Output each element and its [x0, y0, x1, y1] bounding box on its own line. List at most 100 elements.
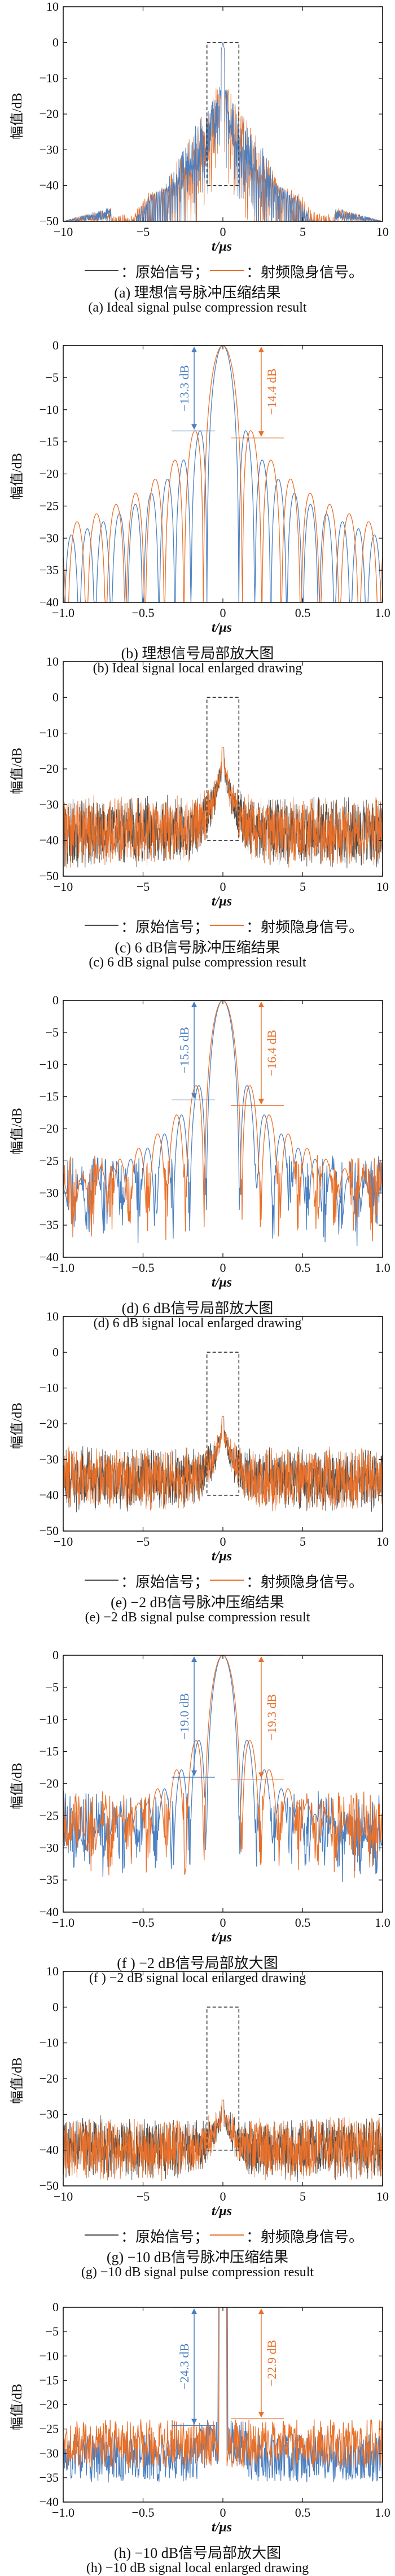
legend: ：原始信号； ：射频隐身信号。 — [0, 2225, 395, 2245]
chart-panel-b: −13.3 dB −14.4 dB −1.0 −0.5 0 0.5 1.0 0 −5 −10 −15… — [0, 339, 395, 676]
x-axis-label: t/μs — [212, 1275, 232, 1290]
x-tick-label: 1.0 — [375, 606, 390, 620]
zoom-box — [206, 42, 240, 186]
y-tick-label: −25 — [40, 1153, 59, 1167]
legend-label-original: ：原始信号； — [121, 264, 209, 281]
y-tick-label: −50 — [40, 1524, 59, 1538]
legend-label-original: ：原始信号； — [121, 2229, 209, 2245]
x-axis-label: t/μs — [212, 1930, 232, 1945]
x-tick-label: 10 — [376, 1534, 389, 1549]
legend: ：原始信号； ：射频隐身信号。 — [0, 261, 395, 281]
legend-swatch-stealth — [210, 925, 244, 926]
zoom-box — [206, 697, 240, 841]
legend-swatch-original — [85, 925, 118, 926]
y-tick-label: −20 — [40, 2398, 59, 2412]
annotation-label-stealth: −19.3 dB — [265, 1694, 279, 1740]
y-tick-label: −10 — [40, 403, 59, 417]
caption-cn: (d) 6 dB信号局部放大图 — [121, 1300, 274, 1317]
legend-swatch-stealth — [210, 270, 244, 271]
x-tick-label: 1.0 — [375, 2505, 390, 2520]
chart-panel-c: −10 −5 0 5 10 10 0 −10 −20 −30 −40 −50 幅值/dB t/μs ：原始信… — [0, 655, 395, 994]
chart-panel-d: −15.5 dB −16.4 dB −1.0 −0.5 0 0.5 1.0 0 −5 −10 −15… — [0, 994, 395, 1331]
y-axis-label: 幅值/dB — [10, 1762, 25, 1809]
chart-panel-g: −10 −5 0 5 10 10 0 −10 −20 −30 −40 −50 幅值/dB t/μs ：原始信… — [0, 1965, 395, 2301]
x-tick-label: −0.5 — [132, 2505, 155, 2520]
y-tick-label: −35 — [40, 1218, 59, 1232]
x-tick-label: −10 — [54, 1534, 73, 1549]
x-tick-label: −10 — [54, 880, 73, 894]
x-tick-label: 10 — [376, 225, 389, 239]
chart-svg-b: −13.3 dB −14.4 dB −1.0 −0.5 0 0.5 1.0 0 −5 −10 −15… — [40, 339, 390, 620]
x-tick-label: −0.5 — [132, 1261, 155, 1275]
x-axis-label: t/μs — [212, 2204, 232, 2219]
legend: ：原始信号； ：射频隐身信号。 — [0, 1571, 395, 1590]
annotation-label-original: −15.5 dB — [177, 1027, 191, 1073]
series-original-line — [63, 747, 383, 868]
annotation-label-original: −13.3 dB — [177, 365, 191, 412]
y-tick-label: −20 — [40, 1122, 59, 1136]
caption-cn: (f ) −2 dB信号局部放大图 — [117, 1955, 278, 1971]
annotation-original: −24.3 dB — [172, 2307, 215, 2426]
y-tick-label: 10 — [46, 1965, 59, 1978]
y-axis-label: 幅值/dB — [10, 1107, 25, 1154]
x-tick-label: −5 — [137, 2189, 150, 2203]
caption-en: (g) −10 dB signal pulse compression resu… — [81, 2265, 314, 2280]
x-tick-label: 0.5 — [295, 606, 311, 620]
y-tick-label: −30 — [40, 797, 59, 811]
y-axis-label: 幅值/dB — [10, 93, 25, 139]
x-tick-label: −0.5 — [132, 1915, 155, 1930]
y-tick-label: −35 — [40, 2470, 59, 2485]
y-tick-label: −15 — [40, 1090, 59, 1104]
y-tick-label: −20 — [40, 762, 59, 776]
x-tick-label: 5 — [300, 1534, 306, 1549]
x-tick-label: 10 — [376, 880, 389, 894]
y-tick-label: 10 — [46, 655, 59, 668]
x-tick-label: −10 — [54, 2189, 73, 2203]
y-tick-label: −30 — [40, 531, 59, 545]
y-tick-label: 0 — [52, 339, 59, 352]
legend-swatch-stealth — [210, 2234, 244, 2236]
x-tick-label: 0 — [220, 1261, 226, 1275]
annotation-label-original: −19.0 dB — [177, 1693, 191, 1739]
legend: ：原始信号； ：射频隐身信号。 — [0, 916, 395, 935]
x-tick-label: 0.5 — [295, 2505, 311, 2520]
y-tick-label: −10 — [40, 726, 59, 740]
annotation-original: −15.5 dB — [172, 1000, 215, 1100]
x-tick-label: 1.0 — [375, 1261, 390, 1275]
y-tick-label: −35 — [40, 1873, 59, 1887]
chart-panel-e: −10 −5 0 5 10 10 0 −10 −20 −30 −40 −50 幅值/dB t/μs ：原始信… — [0, 1310, 395, 1648]
y-tick-label: −20 — [40, 1777, 59, 1791]
y-tick-label: 10 — [46, 0, 59, 14]
y-tick-label: −15 — [40, 1744, 59, 1759]
y-tick-label: −10 — [40, 2036, 59, 2050]
legend-label-original: ：原始信号； — [121, 1574, 209, 1590]
caption-cn: (a) 理想信号脉冲压缩结果 — [114, 285, 281, 301]
x-tick-label: −1.0 — [52, 1261, 74, 1275]
chart-svg-f: −19.0 dB −19.3 dB −1.0 −0.5 0 0.5 1.0 0 −5 −10 −15… — [40, 1648, 390, 1930]
y-tick-label: −10 — [40, 1381, 59, 1395]
zoom-box — [206, 1352, 240, 1496]
x-tick-label: −1.0 — [52, 1915, 74, 1930]
caption-en: (e) −2 dB signal pulse compression resul… — [85, 1610, 310, 1625]
y-tick-label: −40 — [40, 2495, 59, 2509]
y-tick-label: −30 — [40, 2446, 59, 2460]
y-axis-label: 幅值/dB — [10, 1402, 25, 1449]
x-tick-label: 0.5 — [295, 1915, 311, 1930]
y-tick-label: −30 — [40, 142, 59, 156]
y-tick-label: −25 — [40, 2422, 59, 2436]
y-tick-label: 0 — [52, 35, 59, 49]
y-tick-label: −35 — [40, 563, 59, 577]
y-tick-label: −20 — [40, 1416, 59, 1431]
chart-svg-d: −15.5 dB −16.4 dB −1.0 −0.5 0 0.5 1.0 0 −5 −10 −15… — [40, 994, 390, 1275]
y-tick-label: −5 — [46, 1025, 59, 1039]
x-axis-label: t/μs — [212, 1549, 232, 1564]
series-stealth-line — [63, 1000, 383, 1241]
legend-label-stealth: ：射频隐身信号。 — [246, 2229, 364, 2245]
chart-panel-a: −10 −5 0 5 10 10 0 −10 −20 −30 −40 −50 幅值/dB t/μs ：原始信… — [0, 0, 395, 339]
y-tick-label: 0 — [52, 994, 59, 1007]
y-tick-label: −50 — [40, 214, 59, 228]
y-tick-label: 10 — [46, 1310, 59, 1323]
y-tick-label: −10 — [40, 2348, 59, 2363]
series-original-line — [63, 42, 383, 221]
